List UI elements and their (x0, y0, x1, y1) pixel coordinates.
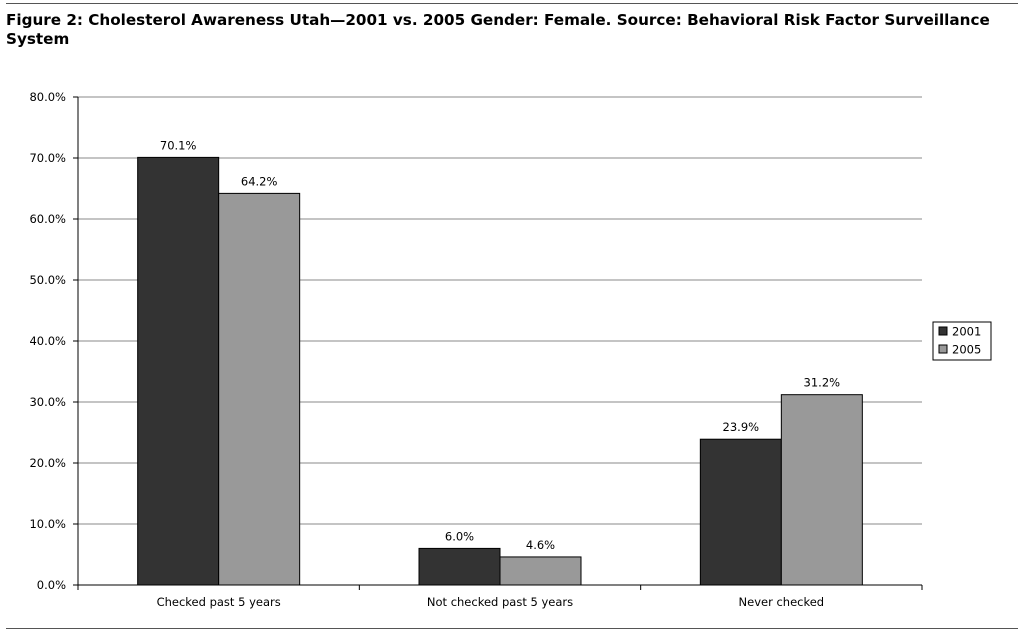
data-label: 64.2% (241, 174, 278, 188)
bottom-rule (6, 628, 1018, 629)
legend: 2001 2005 (932, 321, 992, 361)
legend-label: 2005 (952, 343, 981, 357)
x-axis: Checked past 5 years Not checked past 5 y… (77, 584, 923, 609)
y-tick-label: 50.0% (29, 273, 66, 287)
legend-label: 2001 (952, 325, 981, 339)
figure-title: Figure 2: Cholesterol Awareness Utah—200… (6, 11, 990, 48)
bar-2001-2 (418, 547, 501, 586)
y-tick-label: 80.0% (29, 90, 66, 104)
bar-2005-2 (499, 556, 582, 586)
x-tick-label: Never checked (739, 595, 825, 609)
bar-2005-1 (218, 192, 301, 586)
y-tick-label: 0.0% (37, 578, 66, 592)
top-rule (6, 3, 1018, 4)
y-tick-label: 70.0% (29, 151, 66, 165)
bar-2005-3 (780, 394, 863, 586)
bar-2001-3 (699, 438, 782, 586)
legend-swatch-2005 (938, 344, 948, 354)
data-label: 70.1% (160, 138, 197, 152)
y-tick-label: 30.0% (29, 395, 66, 409)
bar-2001-1 (137, 156, 220, 586)
x-tick-label: Checked past 5 years (157, 595, 281, 609)
data-label: 4.6% (526, 538, 555, 552)
y-tick-label: 20.0% (29, 456, 66, 470)
data-label: 23.9% (723, 420, 760, 434)
data-label: 31.2% (804, 376, 841, 390)
y-tick-label: 60.0% (29, 212, 66, 226)
y-tick-label: 40.0% (29, 334, 66, 348)
y-tick-label: 10.0% (29, 517, 66, 531)
data-label: 6.0% (445, 529, 474, 543)
x-tick-label: Not checked past 5 years (427, 595, 573, 609)
bars (137, 156, 863, 586)
y-axis: 0.0% 10.0% 20.0% 30.0% 40.0% 50.0% 60.0% 70.0% 8… (29, 90, 79, 592)
data-labels: 70.1% 64.2% 6.0% 4.6% 23.9% 31.2% (160, 138, 840, 552)
legend-swatch-2001 (938, 326, 948, 336)
